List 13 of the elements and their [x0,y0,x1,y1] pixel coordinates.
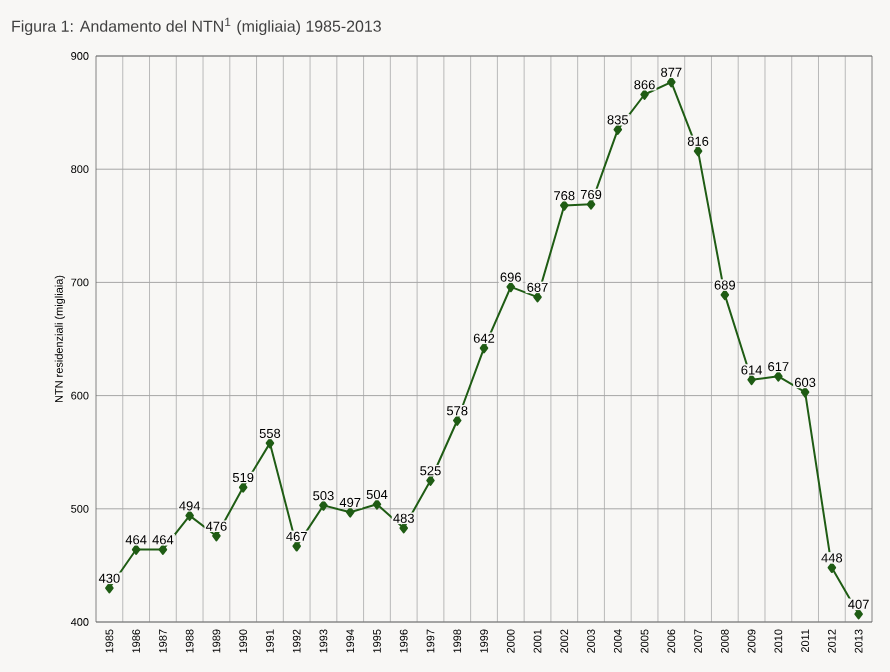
point [452,415,462,426]
point [131,544,141,555]
point [640,89,649,100]
point [559,200,569,211]
point [158,544,168,555]
point [613,124,623,135]
point [426,475,435,486]
point [720,289,730,301]
point [185,510,194,521]
point [506,281,516,293]
point [319,500,328,511]
point [827,562,837,574]
point [747,374,756,386]
